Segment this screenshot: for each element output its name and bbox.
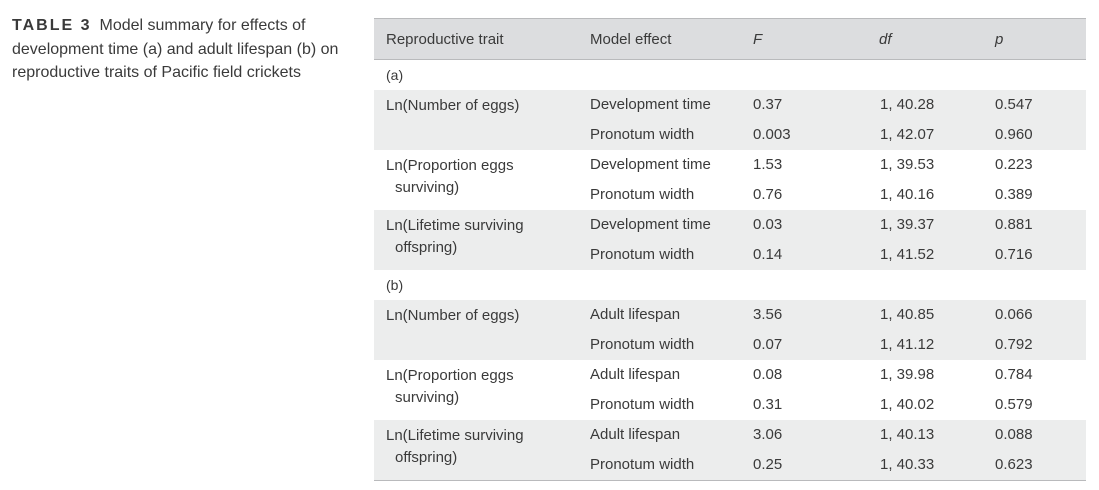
table-row: Pronotum width 0.31 1, 40.02 0.579 xyxy=(374,390,1086,420)
p-value-cell: 0.716 xyxy=(995,246,1033,263)
f-value-cell: 1.53 xyxy=(753,156,783,173)
f-value-cell: 0.03 xyxy=(753,216,783,233)
table-row: Adult lifespan 0.08 1, 39.98 0.784 xyxy=(374,360,1086,390)
header-f: F xyxy=(753,31,763,48)
table-row-group: Ln(Lifetime surviving offspring) Develop… xyxy=(374,210,1086,270)
p-value-cell: 0.223 xyxy=(995,156,1033,173)
model-effect-cell: Pronotum width xyxy=(590,456,695,473)
df-value-cell: 1, 40.28 xyxy=(880,96,935,113)
p-value-cell: 0.547 xyxy=(995,96,1033,113)
model-effect-cell: Pronotum width xyxy=(590,396,695,413)
trait-line: Ln(Proportion eggs xyxy=(386,367,514,384)
df-value-cell: 1, 39.53 xyxy=(880,156,935,173)
p-value-cell: 0.066 xyxy=(995,306,1033,323)
p-value-cell: 0.579 xyxy=(995,396,1033,413)
table-row: Development time 0.03 1, 39.37 0.881 xyxy=(374,210,1086,240)
table-row: Pronotum width 0.14 1, 41.52 0.716 xyxy=(374,240,1086,270)
f-value-cell: 3.56 xyxy=(753,306,783,323)
model-effect-cell: Adult lifespan xyxy=(590,366,681,383)
p-value-cell: 0.623 xyxy=(995,456,1033,473)
f-value-cell: 0.31 xyxy=(753,396,783,413)
trait-line-continued: surviving) xyxy=(395,179,460,196)
f-value-cell: 0.76 xyxy=(753,186,783,203)
table-row: Pronotum width 0.25 1, 40.33 0.623 xyxy=(374,450,1086,480)
table-row-group: Ln(Number of eggs) Development time 0.37… xyxy=(374,90,1086,150)
model-effect-cell: Development time xyxy=(590,156,711,173)
f-value-cell: 0.25 xyxy=(753,456,783,473)
df-value-cell: 1, 40.02 xyxy=(880,396,935,413)
reproductive-trait-cell: Ln(Proportion eggs surviving) xyxy=(386,155,586,199)
model-effect-cell: Adult lifespan xyxy=(590,426,681,443)
table-row-group: Ln(Number of eggs) Adult lifespan 3.56 1… xyxy=(374,300,1086,360)
summary-table: Reproductive trait Model effect F df p (… xyxy=(374,18,1086,481)
reproductive-trait-cell: Ln(Number of eggs) xyxy=(386,95,586,117)
f-value-cell: 0.003 xyxy=(753,126,791,143)
model-effect-cell: Development time xyxy=(590,96,711,113)
model-effect-cell: Adult lifespan xyxy=(590,306,681,323)
header-p: p xyxy=(995,31,1004,48)
table-row: Development time 1.53 1, 39.53 0.223 xyxy=(374,150,1086,180)
section-label: (a) xyxy=(386,67,404,83)
df-value-cell: 1, 42.07 xyxy=(880,126,935,143)
section-label-row: (b) xyxy=(374,270,1086,300)
trait-line-continued: offspring) xyxy=(395,239,458,256)
df-value-cell: 1, 41.52 xyxy=(880,246,935,263)
reproductive-trait-cell: Ln(Proportion eggs surviving) xyxy=(386,365,586,409)
p-value-cell: 0.792 xyxy=(995,336,1033,353)
caption-text: Model summary for effects of development… xyxy=(12,17,339,81)
table-row-group: Ln(Proportion eggs surviving) Adult life… xyxy=(374,360,1086,420)
trait-line: Ln(Lifetime surviving xyxy=(386,427,524,444)
table-label: TABLE 3 xyxy=(12,17,92,34)
model-effect-cell: Pronotum width xyxy=(590,126,695,143)
table-row: Development time 0.37 1, 40.28 0.547 xyxy=(374,90,1086,120)
table-row: Pronotum width 0.07 1, 41.12 0.792 xyxy=(374,330,1086,360)
header-model-effect: Model effect xyxy=(590,31,672,48)
df-value-cell: 1, 39.98 xyxy=(880,366,935,383)
table-row: Pronotum width 0.003 1, 42.07 0.960 xyxy=(374,120,1086,150)
p-value-cell: 0.960 xyxy=(995,126,1033,143)
f-value-cell: 3.06 xyxy=(753,426,783,443)
df-value-cell: 1, 40.16 xyxy=(880,186,935,203)
df-value-cell: 1, 40.33 xyxy=(880,456,935,473)
table-header-row: Reproductive trait Model effect F df p xyxy=(374,18,1086,60)
trait-line-continued: surviving) xyxy=(395,389,460,406)
table-row: Pronotum width 0.76 1, 40.16 0.389 xyxy=(374,180,1086,210)
header-reproductive-trait: Reproductive trait xyxy=(386,31,504,48)
table-bottom-rule xyxy=(374,480,1086,481)
p-value-cell: 0.881 xyxy=(995,216,1033,233)
trait-line: Ln(Lifetime surviving xyxy=(386,217,524,234)
reproductive-trait-cell: Ln(Lifetime surviving offspring) xyxy=(386,425,586,469)
p-value-cell: 0.784 xyxy=(995,366,1033,383)
trait-line: Ln(Number of eggs) xyxy=(386,97,520,114)
section-label: (b) xyxy=(386,277,404,293)
table-row: Adult lifespan 3.56 1, 40.85 0.066 xyxy=(374,300,1086,330)
f-value-cell: 0.07 xyxy=(753,336,783,353)
reproductive-trait-cell: Ln(Lifetime surviving offspring) xyxy=(386,215,586,259)
section-label-row: (a) xyxy=(374,60,1086,90)
df-value-cell: 1, 39.37 xyxy=(880,216,935,233)
model-effect-cell: Pronotum width xyxy=(590,336,695,353)
model-effect-cell: Pronotum width xyxy=(590,246,695,263)
table-caption: TABLE 3 Model summary for effects of deve… xyxy=(12,14,342,85)
df-value-cell: 1, 41.12 xyxy=(880,336,935,353)
f-value-cell: 0.08 xyxy=(753,366,783,383)
p-value-cell: 0.389 xyxy=(995,186,1033,203)
f-value-cell: 0.14 xyxy=(753,246,783,263)
header-df: df xyxy=(879,31,892,48)
table-row-group: Ln(Lifetime surviving offspring) Adult l… xyxy=(374,420,1086,480)
trait-line: Ln(Number of eggs) xyxy=(386,307,520,324)
f-value-cell: 0.37 xyxy=(753,96,783,113)
model-effect-cell: Pronotum width xyxy=(590,186,695,203)
p-value-cell: 0.088 xyxy=(995,426,1033,443)
df-value-cell: 1, 40.13 xyxy=(880,426,935,443)
trait-line: Ln(Proportion eggs xyxy=(386,157,514,174)
model-effect-cell: Development time xyxy=(590,216,711,233)
reproductive-trait-cell: Ln(Number of eggs) xyxy=(386,305,586,327)
table-row-group: Ln(Proportion eggs surviving) Developmen… xyxy=(374,150,1086,210)
table-row: Adult lifespan 3.06 1, 40.13 0.088 xyxy=(374,420,1086,450)
trait-line-continued: offspring) xyxy=(395,449,458,466)
df-value-cell: 1, 40.85 xyxy=(880,306,935,323)
